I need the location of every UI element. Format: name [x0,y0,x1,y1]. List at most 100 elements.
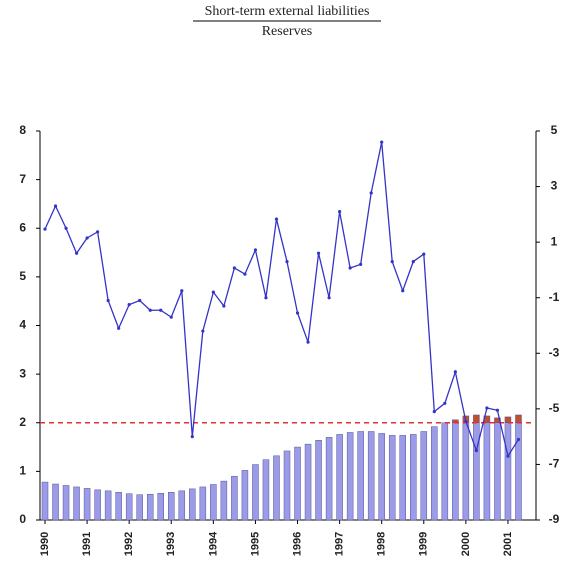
line-point [443,401,447,405]
bar-base [473,422,480,521]
bar [304,443,312,521]
line-point [148,308,152,312]
line-point [295,311,300,315]
y-tick-label: 5 [19,269,26,283]
bar-base [83,488,91,521]
x-tick-label: 1991 [81,532,93,556]
line-point [74,251,79,255]
bar [399,435,406,521]
bar-base [452,422,459,521]
bar-base [367,431,375,521]
bar [410,434,417,521]
bar [146,493,154,521]
bar-base [104,490,112,521]
bar [62,485,70,521]
line-point [390,259,394,264]
x-tick-label: 1999 [418,532,430,556]
line-point [64,226,68,230]
bar [168,492,175,521]
bar [336,434,343,521]
bar [220,480,228,521]
bar [125,493,133,521]
bar [115,492,122,521]
bar [273,455,280,521]
bar-base [125,493,133,521]
x-tick-label: 1993 [165,532,177,556]
bar-base [220,480,228,521]
bar-base [41,481,49,521]
bar [367,431,375,521]
bar-base [241,470,249,521]
y-tick-label: 2 [19,415,26,429]
bar [210,484,217,521]
y-tick-label: 6 [19,220,26,234]
line-point [106,298,110,303]
bar [325,437,333,521]
bar [420,431,428,521]
bar-base [483,422,491,521]
y2-tick-label: -9 [549,512,560,526]
bar-base [420,431,428,521]
bar [199,486,207,521]
bar [388,435,396,521]
x-tick-label: 1994 [207,531,219,556]
bar [178,490,186,521]
bar [441,422,449,521]
bar-excess [515,414,522,424]
bar-excess [504,416,512,424]
y2-tick-label: 3 [551,179,558,193]
line-point [453,370,457,374]
bar-base [62,485,70,521]
line-point [180,289,184,293]
x-tick-label: 1996 [291,532,303,556]
bar-base [410,434,417,521]
bar [94,489,101,521]
bar-excess [473,414,480,424]
chart-title: Short-term external liabilities [205,4,370,19]
bar [252,464,259,521]
line-point [369,191,373,195]
y-tick-label: 8 [19,123,26,137]
bar-base [52,483,59,521]
bar [189,488,196,521]
y2-tick-label: 5 [551,123,558,137]
bar-excess [494,417,501,424]
line-point [316,251,321,255]
y-tick-label: 3 [19,366,26,380]
bar [136,494,143,521]
line-point [506,454,510,458]
line-point [432,410,436,414]
line-point [211,290,215,294]
line-point [117,326,121,330]
x-tick-label: 1997 [334,532,346,556]
bar-base [157,493,164,521]
bar-base [136,494,143,521]
bar [357,431,364,521]
line-point [338,209,342,214]
y2-tick-label: -3 [549,345,560,359]
bar-base [178,490,186,521]
bar-base [294,446,301,521]
bar-base [94,489,101,521]
bar [283,450,291,521]
line-point [243,272,247,276]
bar-base [210,484,217,521]
line-point [327,296,331,300]
line-point [464,419,468,423]
line-series [44,141,520,458]
line-point [285,259,289,264]
bar-base [431,426,438,521]
x-tick-label: 1998 [376,532,388,556]
bar [483,415,491,521]
bar [378,433,385,521]
bar [157,493,164,521]
bar-base [494,422,501,521]
bar-base [388,435,396,521]
bar-base [336,434,343,521]
line-point [348,266,352,270]
y2-tick-label: 1 [551,234,558,248]
bar [241,470,249,521]
line-point [53,204,58,208]
bar [462,415,470,521]
